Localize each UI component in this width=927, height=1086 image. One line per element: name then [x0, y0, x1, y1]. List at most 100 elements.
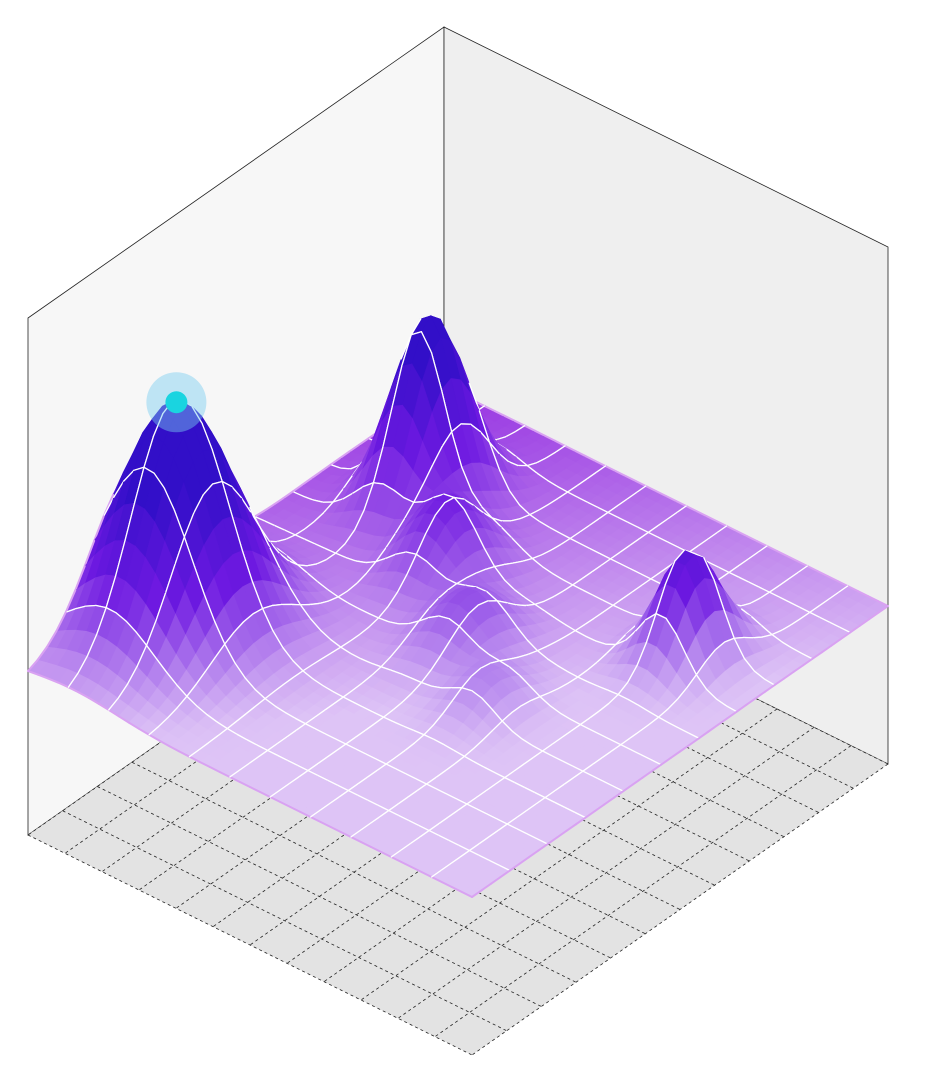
surface-grid-line: [356, 572, 368, 584]
surface-grid-line: [546, 640, 558, 648]
floor-grid-line: [97, 786, 542, 1007]
surface-grid-line: [591, 757, 603, 766]
surface-grid-line: [347, 783, 359, 792]
surface-grid-line: [497, 823, 508, 832]
surface-grid-line: [314, 728, 327, 735]
surface-grid-line: [312, 678, 324, 687]
surface-grid-line: [348, 443, 360, 453]
surface-grid-line: [45, 630, 58, 649]
surface-grid-line: [538, 503, 550, 511]
surface-grid-line: [563, 777, 575, 786]
surface-grid-line: [610, 744, 622, 752]
surface-grid-line: [413, 734, 425, 744]
surface-grid-line: [213, 620, 226, 645]
surface-grid-line: [498, 658, 510, 662]
surface-grid-line: [133, 466, 145, 504]
surface-grid-line: [674, 549, 686, 562]
surface-grid-line: [508, 490, 521, 506]
surface-grid-line: [545, 451, 557, 459]
surface-grid-line: [387, 591, 399, 608]
surface-grid-line: [665, 617, 677, 635]
surface-grid-line: [659, 565, 671, 573]
surface-grid-line: [443, 493, 455, 499]
surface-grid-line: [400, 673, 413, 679]
surface-grid-line: [191, 405, 203, 424]
surface-grid-line: [686, 674, 698, 689]
surface-grid-line: [440, 881, 453, 888]
surface-grid-line: [621, 591, 633, 600]
surface-grid-line: [362, 482, 375, 488]
surface-grid-line: [435, 788, 448, 795]
surface-grid-line: [602, 599, 614, 606]
surface-grid-line: [620, 744, 632, 751]
surface-grid-line: [263, 503, 275, 512]
surface-grid-line: [330, 646, 342, 654]
surface-grid-line: [470, 667, 482, 678]
surface-grid-line: [629, 730, 641, 739]
surface-grid-line: [641, 770, 653, 779]
surface-grid-line: [647, 531, 660, 539]
surface-grid-line: [186, 683, 198, 697]
surface-grid-line: [534, 791, 546, 799]
surface-grid-line: [510, 517, 522, 522]
surface-grid-line: [246, 739, 259, 746]
surface-grid-line: [756, 545, 768, 554]
surface-grid-line: [723, 609, 735, 639]
surface-grid-line: [521, 738, 534, 747]
surface-grid-line: [481, 506, 493, 519]
surface-grid-line: [640, 578, 652, 587]
surface-grid-line: [236, 733, 249, 741]
surface-grid-line: [524, 603, 536, 607]
surface-grid-line: [408, 620, 420, 625]
surface-grid-line: [310, 470, 323, 480]
surface-grid-line: [441, 431, 453, 448]
surface-grid-line: [468, 636, 481, 648]
surface-grid-line: [876, 600, 889, 607]
surface-grid-line: [297, 564, 309, 575]
surface-grid-line: [380, 851, 393, 858]
surface-grid-line: [536, 457, 547, 464]
surface-grid-line: [355, 560, 367, 564]
surface-grid-line: [275, 538, 287, 543]
surface-grid-line: [304, 716, 316, 725]
surface-grid-line: [153, 472, 165, 489]
surface-grid-line: [233, 621, 245, 633]
surface-grid-line: [392, 701, 404, 711]
surface-grid-line: [309, 816, 322, 823]
surface-grid-line: [340, 646, 352, 655]
surface-grid-line: [572, 770, 584, 779]
surface-grid-line: [708, 561, 720, 569]
surface-grid-line: [564, 444, 577, 452]
surface-grid-line: [320, 463, 332, 473]
surface-grid-line: [415, 553, 428, 562]
surface-grid-line: [377, 605, 389, 619]
surface-grid-line: [564, 806, 577, 814]
surface-grid-line: [486, 591, 498, 602]
surface-grid-line: [609, 551, 621, 560]
surface-grid-line: [650, 578, 662, 585]
surface-grid-line: [347, 602, 360, 610]
surface-grid-line: [809, 611, 821, 619]
surface-grid-line: [569, 531, 581, 540]
surface-grid-line: [837, 585, 849, 594]
surface-grid-line: [164, 564, 176, 594]
surface-grid-line: [425, 514, 436, 535]
surface-grid-line: [449, 625, 460, 642]
surface-grid-line: [105, 575, 117, 609]
surface-grid-line: [432, 445, 443, 466]
surface-grid-line: [513, 763, 525, 772]
surface-grid-line: [357, 776, 368, 785]
surface-grid-line: [410, 331, 423, 336]
surface-grid-line: [819, 616, 831, 624]
surface-grid-line: [208, 765, 221, 773]
surface-grid-line: [378, 809, 390, 818]
surface-grid-line: [476, 808, 488, 815]
surface-grid-line: [508, 656, 520, 660]
surface-grid-line: [446, 793, 458, 800]
surface-grid-line: [77, 691, 90, 699]
surface-grid-line: [155, 592, 167, 622]
surface-grid-line: [337, 590, 349, 598]
surface-grid-line: [273, 683, 285, 692]
surface-grid-line: [173, 509, 186, 538]
surface-grid-line: [749, 597, 761, 604]
